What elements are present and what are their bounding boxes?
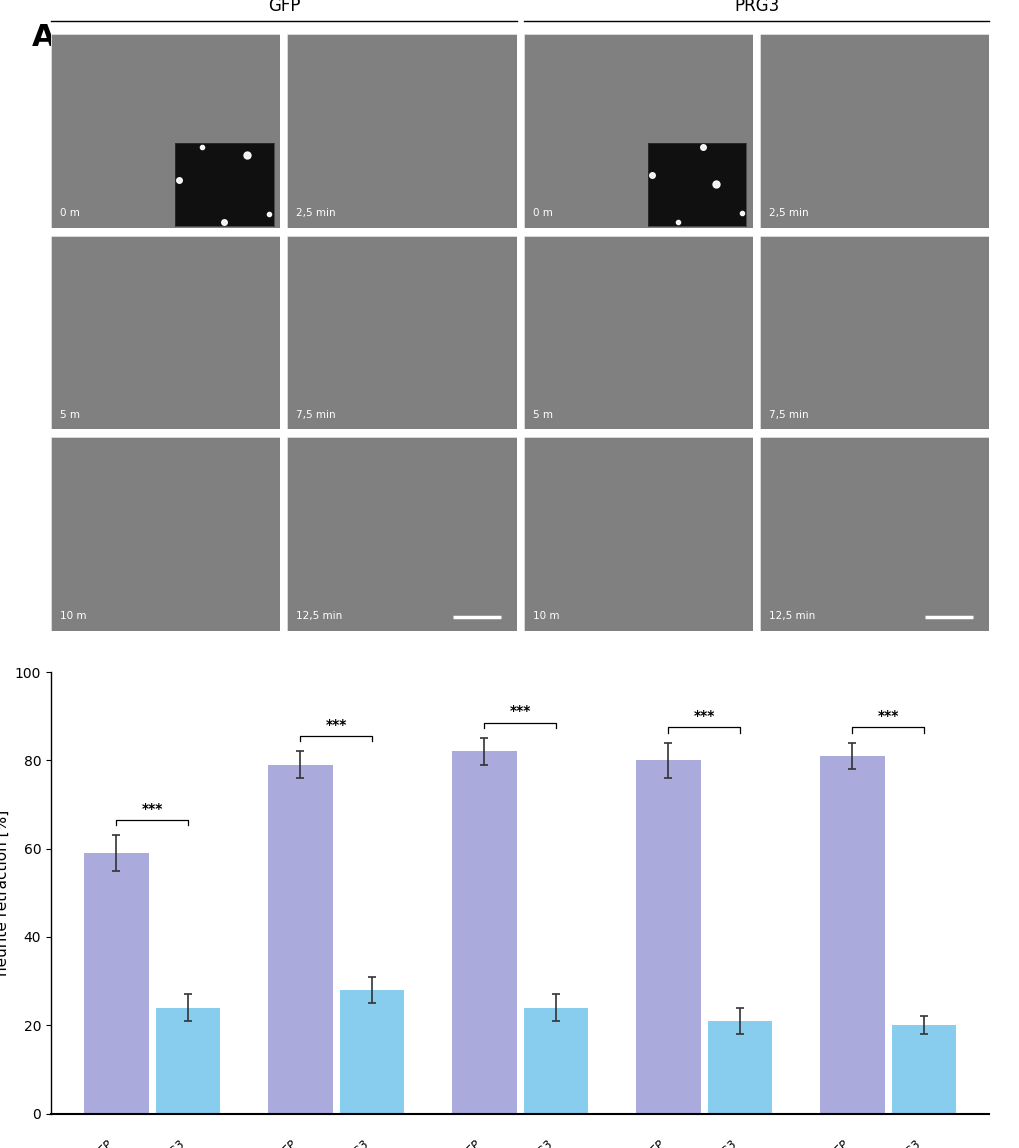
Text: 10 m: 10 m <box>60 611 87 621</box>
Bar <box>339 990 404 1114</box>
Text: 7,5 min: 7,5 min <box>297 410 336 419</box>
Bar <box>524 1008 588 1114</box>
Text: PRG3: PRG3 <box>707 1138 740 1148</box>
Text: PRG3: PRG3 <box>734 0 779 15</box>
Text: ***: *** <box>876 708 898 723</box>
Text: ***: *** <box>510 705 530 719</box>
Text: ***: *** <box>142 801 163 815</box>
Text: GFP: GFP <box>459 1138 484 1148</box>
Text: 12,5 min: 12,5 min <box>768 611 814 621</box>
Text: 0 m: 0 m <box>60 208 79 218</box>
Text: 5 m: 5 m <box>60 410 81 419</box>
Text: ***: *** <box>693 708 714 723</box>
Text: 12,5 min: 12,5 min <box>297 611 342 621</box>
Bar <box>819 755 883 1114</box>
Bar <box>451 752 516 1114</box>
Bar <box>268 765 332 1114</box>
Text: PRG3: PRG3 <box>156 1138 187 1148</box>
Text: GFP: GFP <box>274 1138 300 1148</box>
Text: 2,5 min: 2,5 min <box>297 208 336 218</box>
Bar <box>707 1021 771 1114</box>
Y-axis label: Thrombin-induced
neurite retraction [%]: Thrombin-induced neurite retraction [%] <box>0 809 9 976</box>
Text: 7,5 min: 7,5 min <box>768 410 808 419</box>
Text: ***: *** <box>325 718 346 731</box>
Text: GFP: GFP <box>826 1138 852 1148</box>
Bar <box>156 1008 220 1114</box>
Bar <box>636 760 700 1114</box>
Text: GFP: GFP <box>642 1138 667 1148</box>
Text: A: A <box>33 23 56 52</box>
Bar <box>84 853 149 1114</box>
Text: 10 m: 10 m <box>532 611 558 621</box>
Bar <box>891 1025 956 1114</box>
Text: GFP: GFP <box>267 0 300 15</box>
Text: 2,5 min: 2,5 min <box>768 208 808 218</box>
Text: PRG3: PRG3 <box>340 1138 372 1148</box>
Text: PRG3: PRG3 <box>524 1138 555 1148</box>
Text: 5 m: 5 m <box>532 410 552 419</box>
Text: GFP: GFP <box>91 1138 116 1148</box>
Text: 0 m: 0 m <box>532 208 552 218</box>
Text: PRG3: PRG3 <box>892 1138 923 1148</box>
